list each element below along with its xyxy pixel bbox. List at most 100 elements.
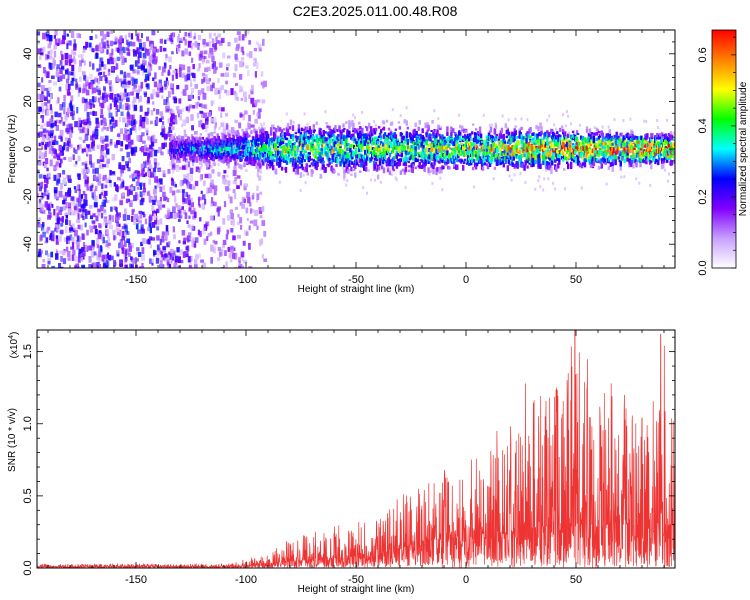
spectrogram-cell <box>98 223 102 228</box>
spectrogram-cell <box>395 150 399 155</box>
spectrogram-cell <box>198 196 202 201</box>
spectrogram-cell <box>200 190 203 194</box>
spectrogram-cell <box>291 133 295 138</box>
spectrogram-cell <box>182 251 186 258</box>
spectrogram-cell <box>197 169 200 173</box>
spectrogram-cell <box>413 128 416 134</box>
spectrogram-cell <box>204 173 209 179</box>
spectrogram-cell <box>148 166 152 174</box>
spectrogram-cell <box>363 165 366 171</box>
spectrogram-cell <box>166 96 169 104</box>
spectrogram-cell <box>220 73 225 77</box>
spectrogram-cell <box>438 160 441 164</box>
spectrogram-cell <box>313 152 316 159</box>
spectrogram-cell <box>529 135 532 138</box>
spectrogram-cell <box>121 84 126 88</box>
spectrogram-cell <box>343 169 346 174</box>
spectrogram-cell <box>246 132 249 138</box>
spectrogram-cell <box>217 171 221 177</box>
spectrogram-cell <box>348 135 351 138</box>
spectrogram-cell <box>238 35 241 41</box>
spectrogram-cell <box>184 32 187 37</box>
spectrogram-cell <box>49 104 52 111</box>
spectrogram-cell <box>205 221 210 227</box>
spectrogram-cell <box>377 145 381 150</box>
spectrogram-cell <box>271 137 274 143</box>
spectrogram-cell <box>508 174 511 178</box>
spectrogram-cell <box>110 30 114 34</box>
spectrogram-cell <box>252 103 256 108</box>
spectrogram-cell <box>213 137 216 140</box>
spectrogram-cell <box>84 209 88 216</box>
spectrogram-cell <box>116 93 120 97</box>
spectrogram-cell <box>150 44 154 51</box>
spectrogram-cell <box>207 133 210 138</box>
spectrogram-cell <box>425 136 428 140</box>
spectrogram-cell <box>405 157 408 163</box>
spectrogram-cell <box>105 160 109 168</box>
spectrogram-cell <box>218 40 223 46</box>
spectrogram-cell <box>172 206 176 213</box>
spectrogram-cell <box>503 141 506 146</box>
spectrogram-cell <box>231 152 234 157</box>
spectrogram-cell <box>346 166 349 171</box>
spectrogram-cell <box>300 127 304 132</box>
spectrogram-cell <box>243 162 246 168</box>
spectrogram-cell <box>246 183 249 187</box>
spectrogram-cell <box>384 143 388 149</box>
spectrogram-cell <box>60 66 65 70</box>
spectrogram-cell <box>107 44 110 49</box>
spectrogram-cell <box>427 167 430 174</box>
spectrogram-cell <box>134 127 138 134</box>
spectrogram-cell <box>267 160 270 164</box>
spectrogram-cell <box>200 104 204 109</box>
spectrogram-cell <box>180 150 184 156</box>
spectrogram-cell <box>536 150 539 154</box>
spectrogram-cell <box>89 61 92 67</box>
spectrogram-cell <box>76 235 80 242</box>
spectrogram-cell <box>133 219 137 225</box>
spectrogram-cell <box>84 222 87 228</box>
spectrogram-cell <box>476 134 480 140</box>
spectrogram-cell <box>373 129 377 135</box>
spectrogram-cell <box>100 47 103 52</box>
spectrogram-cell <box>392 138 396 142</box>
spectrogram-cell <box>129 189 133 195</box>
spectrogram-cell <box>85 76 89 83</box>
spectrogram-cell <box>55 253 59 260</box>
spectrogram-cell <box>527 142 530 147</box>
spectrogram-cell <box>325 144 328 149</box>
spectrogram-cell <box>191 88 194 93</box>
spectrogram-cell <box>68 208 72 213</box>
spectrogram-cell <box>288 140 292 146</box>
spectrogram-cell <box>71 64 75 72</box>
spectrogram-cell <box>48 209 51 214</box>
spectrogram-cell <box>155 258 160 264</box>
spectrogram-cell <box>319 137 322 143</box>
spectrogram-cell <box>171 163 176 170</box>
spectrogram-cell <box>44 201 49 208</box>
spectrogram-cell <box>370 178 372 182</box>
spectrogram-cell <box>102 236 105 244</box>
spectrogram-cell <box>45 190 49 195</box>
spectrogram-cell <box>143 68 148 73</box>
spectrogram-cell <box>105 199 108 203</box>
spectrogram-cell <box>86 153 89 157</box>
spectrogram-cell <box>318 136 321 138</box>
spectrogram-cell <box>202 55 205 62</box>
spectrogram-cell <box>173 152 176 158</box>
spectrogram-cell <box>131 79 136 86</box>
spectrogram-cell <box>50 52 53 59</box>
spectrogram-cell <box>520 117 523 121</box>
spectrogram-cell <box>531 145 534 152</box>
spectrogram-cell <box>543 153 546 156</box>
spectrogram-cell <box>350 173 353 176</box>
spectrogram-cell <box>179 39 183 43</box>
spectrogram-cell <box>476 138 480 144</box>
spectrogram-cell <box>185 106 188 111</box>
spectrogram-cell <box>167 207 170 213</box>
spectrogram-cell <box>124 34 128 40</box>
spectrogram-cell <box>263 122 266 126</box>
spectrogram-cell <box>201 72 206 77</box>
spectrogram-cell <box>242 113 246 121</box>
